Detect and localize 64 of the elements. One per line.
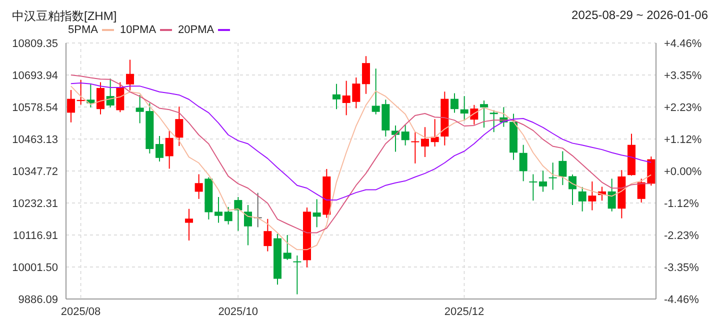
y2-tick-label: +0.00% <box>664 166 702 178</box>
candlestick <box>362 56 370 94</box>
candlestick <box>175 106 184 146</box>
y2-tick-label: +4.46% <box>664 38 702 50</box>
candlestick <box>293 254 302 295</box>
y2-tick-label: -2.23% <box>664 230 700 242</box>
candlestick <box>460 96 468 122</box>
y2-tick-label: -1.12% <box>664 198 700 210</box>
candlestick <box>214 196 222 224</box>
candlestick <box>490 110 498 133</box>
chart-title: 中汉豆粕指数[ZHM] <box>12 8 117 23</box>
candlestick <box>401 124 410 146</box>
y-tick-label: 10001.50 <box>12 262 58 274</box>
candlestick <box>529 174 538 202</box>
y2-tick-label: +3.35% <box>664 70 702 82</box>
y-tick-label: 10809.35 <box>12 38 58 50</box>
candlestick <box>421 126 429 158</box>
candlestick <box>392 124 400 152</box>
candlestick <box>548 162 557 190</box>
candlestick <box>332 83 340 110</box>
candlestick <box>450 92 458 114</box>
candlestick <box>312 198 321 228</box>
x-tick-label: 2025/10 <box>218 306 258 318</box>
y-tick-label: 10693.94 <box>12 70 58 82</box>
candlestick <box>519 144 528 182</box>
y-tick-label: 10116.91 <box>12 230 58 242</box>
candlestick <box>264 218 272 252</box>
candlestick <box>67 89 75 123</box>
candlestick <box>224 206 232 225</box>
candlestick <box>116 82 124 113</box>
candlestick <box>96 82 104 115</box>
candlestick <box>539 170 547 192</box>
candlestick <box>588 180 596 211</box>
candlestick <box>156 135 164 162</box>
candlestick <box>86 84 95 108</box>
candlestick <box>185 208 193 242</box>
candlestick <box>165 130 174 170</box>
candlestick <box>244 204 252 246</box>
candlestick <box>194 174 203 200</box>
y2-tick-label: -4.46% <box>664 294 700 306</box>
y2-tick-label: -3.35% <box>664 262 700 274</box>
y2-tick-label: +2.23% <box>664 102 702 114</box>
candlestick <box>558 150 567 186</box>
x-tick-label: 2025/12 <box>444 306 484 318</box>
y-tick-label: 10232.31 <box>12 198 58 210</box>
legend-label: 10PMA <box>120 24 156 36</box>
candlestick <box>480 100 488 128</box>
candlestick <box>234 196 242 232</box>
candlestick <box>411 132 420 164</box>
y-tick-label: 9886.09 <box>18 294 58 306</box>
legend-label: 20PMA <box>178 24 214 36</box>
candlestick <box>106 78 114 108</box>
y-tick-label: 10578.54 <box>12 102 58 114</box>
candlestick <box>283 234 292 260</box>
chart-subtitle: 2025-08-29 ~ 2026-01-06 <box>572 8 708 23</box>
legend-label: 5PMA <box>68 24 98 36</box>
candlestick <box>126 59 134 92</box>
y-tick-label: 10347.72 <box>12 166 58 178</box>
candlestick <box>568 174 576 206</box>
candlestick <box>608 178 616 212</box>
candlestick <box>578 186 586 212</box>
y-tick-label: 10463.13 <box>12 134 58 146</box>
x-tick-label: 2025/08 <box>60 306 101 318</box>
y2-tick-label: +1.12% <box>664 134 702 146</box>
